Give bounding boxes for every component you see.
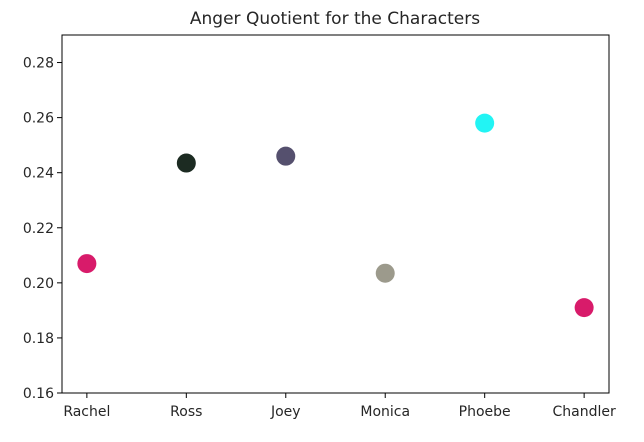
data-point-phoebe xyxy=(475,113,495,133)
plot-frame xyxy=(61,34,610,394)
data-point-monica xyxy=(375,263,395,283)
data-point-chandler xyxy=(574,298,594,318)
y-tick-label: 0.26 xyxy=(23,111,54,127)
y-axis: 0.16 0.18 0.20 0.22 0.24 0.26 0.28 xyxy=(23,56,62,402)
chart-title: Anger Quotient for the Characters xyxy=(190,9,480,29)
x-tick-label: Phoebe xyxy=(459,404,511,420)
data-point-ross xyxy=(176,153,196,173)
x-tick-label: Rachel xyxy=(63,404,110,420)
x-tick-label: Ross xyxy=(170,404,202,420)
data-points xyxy=(77,113,594,318)
x-tick-label: Monica xyxy=(360,404,410,420)
y-tick-label: 0.20 xyxy=(23,276,54,292)
x-tick-label: Joey xyxy=(270,404,301,420)
x-tick-label: Chandler xyxy=(553,404,616,420)
x-axis: Rachel Ross Joey Monica Phoebe Chandler xyxy=(63,393,616,420)
y-tick-label: 0.18 xyxy=(23,331,54,347)
y-tick-label: 0.22 xyxy=(23,221,54,237)
y-tick-label: 0.16 xyxy=(23,386,54,402)
y-tick-label: 0.24 xyxy=(23,166,54,182)
y-tick-label: 0.28 xyxy=(23,56,54,72)
data-point-joey xyxy=(276,146,296,166)
data-point-rachel xyxy=(77,254,97,274)
